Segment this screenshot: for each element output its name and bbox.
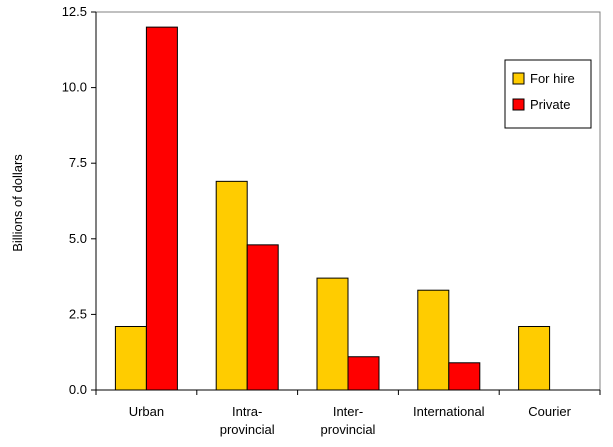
y-tick-label: 0.0 <box>69 382 87 397</box>
legend-label: For hire <box>530 71 575 86</box>
x-category-label: Inter-provincial <box>321 404 376 437</box>
bar-private <box>448 362 481 391</box>
bar-for-hire <box>114 325 147 391</box>
x-category-label-line: Inter- <box>333 404 363 419</box>
plot-area: 0.0 2.5 5.0 7.5 10.0 12.5 Urban Intra-provincia… <box>62 4 601 437</box>
y-tick-label: 2.5 <box>69 306 87 321</box>
bar-for-hire <box>316 277 349 391</box>
bar-private <box>347 356 380 391</box>
x-category-label-line: Intra- <box>232 404 262 419</box>
x-category-label-line: provincial <box>220 422 275 437</box>
legend-box <box>504 59 592 129</box>
x-category-label-line: provincial <box>321 422 376 437</box>
x-category-label-line: Courier <box>528 404 571 419</box>
y-tick-label: 7.5 <box>69 155 87 170</box>
x-category-label-line: International <box>413 404 485 419</box>
legend: For hire Private <box>504 59 592 129</box>
x-category-label: International <box>413 404 485 419</box>
bar-for-hire <box>215 180 248 391</box>
x-category-label: Courier <box>528 404 571 419</box>
y-axis-title: Billions of dollars <box>10 154 25 252</box>
x-category-label: Intra-provincial <box>220 404 275 437</box>
bar-private <box>145 26 178 391</box>
x-category-label: Urban <box>129 404 164 419</box>
x-category-label-line: Urban <box>129 404 164 419</box>
bar-private <box>246 244 279 391</box>
y-tick-label: 10.0 <box>62 80 87 95</box>
bar-for-hire <box>417 289 450 391</box>
legend-swatch-for-hire <box>512 72 525 85</box>
y-tick-label: 5.0 <box>69 231 87 246</box>
bar-for-hire <box>518 325 551 391</box>
y-tick-label: 12.5 <box>62 4 87 19</box>
legend-label: Private <box>530 97 570 112</box>
legend-swatch-private <box>512 98 525 111</box>
